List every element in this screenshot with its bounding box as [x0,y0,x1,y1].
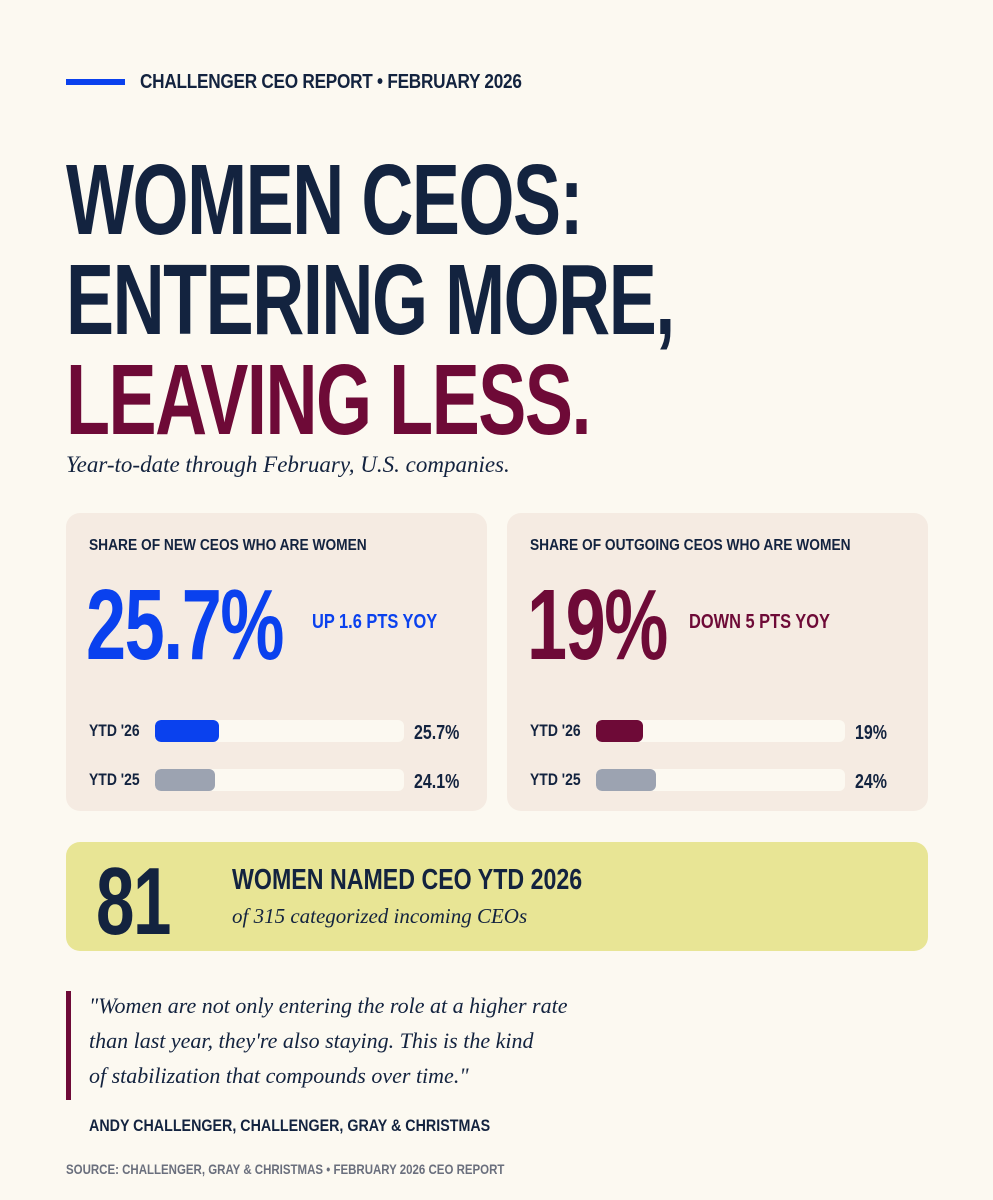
report-kicker: CHALLENGER CEO REPORT • FEBRUARY 2026 [66,68,584,96]
card-label: SHARE OF OUTGOING CEOS WHO ARE WOMEN [530,537,851,554]
bar-row-ytd-26: YTD '26 19% [530,720,910,744]
callout-title: WOMEN NAMED CEO YTD 2026 [232,864,583,896]
bar-track [155,720,404,742]
bar-track [155,769,404,791]
bar-value: 25.7% [414,722,460,744]
bar-fill [155,769,215,791]
bar-value: 24.1% [414,771,460,793]
headline-line-1: WOMEN CEOS: [66,144,584,256]
callout-box: 81 WOMEN NAMED CEO YTD 2026 of 315 categ… [66,842,928,951]
bar-track [596,720,845,742]
kicker-accent-line [66,79,125,85]
kicker-text: CHALLENGER CEO REPORT • FEBRUARY 2026 [140,70,522,93]
quote-line: of stabilization that compounds over tim… [89,1063,469,1088]
bar-label: YTD '26 [530,721,581,740]
delta-badge: DOWN 5 PTS YOY [689,611,830,633]
quote-line: than last year, they're also staying. Th… [89,1028,534,1053]
source-note: SOURCE: CHALLENGER, GRAY & CHRISTMAS • F… [66,1161,505,1177]
bar-value: 19% [855,722,888,744]
bar-row-ytd-26: YTD '26 25.7% [89,720,469,744]
big-stat: 19% [527,569,668,681]
big-stat: 25.7% [86,569,284,681]
quote-accent-bar [66,991,71,1100]
headline-line-3: LEAVING LESS. [66,344,591,456]
quote-attribution: ANDY CHALLENGER, CHALLENGER, GRAY & CHRI… [89,1116,491,1135]
bar-track [596,769,845,791]
card-label: SHARE OF NEW CEOS WHO ARE WOMEN [89,537,367,554]
outgoing-ceos-card: SHARE OF OUTGOING CEOS WHO ARE WOMEN 19%… [507,513,928,811]
quote-line: "Women are not only entering the role at… [89,993,568,1018]
bar-fill [596,769,656,791]
bar-fill [155,720,219,742]
subtitle: Year-to-date through February, U.S. comp… [66,452,510,477]
delta-badge: UP 1.6 PTS YOY [312,611,438,633]
callout-number: 81 [96,848,171,955]
new-ceos-card: SHARE OF NEW CEOS WHO ARE WOMEN 25.7% UP… [66,513,487,811]
bar-row-ytd-25: YTD '25 24.1% [89,769,469,793]
bar-fill [596,720,644,742]
bar-label: YTD '26 [89,721,140,740]
bar-label: YTD '25 [530,770,581,789]
headline-line-2: ENTERING MORE, [66,244,675,356]
bar-label: YTD '25 [89,770,140,789]
pull-quote: "Women are not only entering the role at… [89,988,649,1093]
bar-value: 24% [855,771,888,793]
bar-row-ytd-25: YTD '25 24% [530,769,910,793]
callout-subtitle: of 315 categorized incoming CEOs [232,904,528,928]
headline: WOMEN CEOS: ENTERING MORE, LEAVING LESS. [66,150,926,450]
